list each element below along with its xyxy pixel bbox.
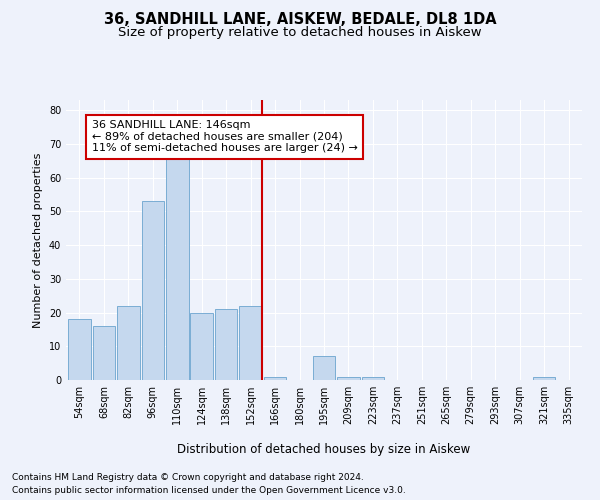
Text: Distribution of detached houses by size in Aiskew: Distribution of detached houses by size …: [178, 442, 470, 456]
Text: 36, SANDHILL LANE, AISKEW, BEDALE, DL8 1DA: 36, SANDHILL LANE, AISKEW, BEDALE, DL8 1…: [104, 12, 496, 28]
Bar: [117, 306, 140, 380]
Text: Contains public sector information licensed under the Open Government Licence v3: Contains public sector information licen…: [12, 486, 406, 495]
Text: Size of property relative to detached houses in Aiskew: Size of property relative to detached ho…: [118, 26, 482, 39]
Bar: [166, 154, 188, 380]
Bar: [362, 376, 384, 380]
Bar: [190, 312, 213, 380]
Bar: [142, 201, 164, 380]
Bar: [215, 309, 238, 380]
Bar: [239, 306, 262, 380]
Y-axis label: Number of detached properties: Number of detached properties: [33, 152, 43, 328]
Bar: [68, 320, 91, 380]
Bar: [533, 376, 556, 380]
Bar: [337, 376, 360, 380]
Text: Contains HM Land Registry data © Crown copyright and database right 2024.: Contains HM Land Registry data © Crown c…: [12, 472, 364, 482]
Text: 36 SANDHILL LANE: 146sqm
← 89% of detached houses are smaller (204)
11% of semi-: 36 SANDHILL LANE: 146sqm ← 89% of detach…: [92, 120, 358, 154]
Bar: [92, 326, 115, 380]
Bar: [313, 356, 335, 380]
Bar: [264, 376, 286, 380]
